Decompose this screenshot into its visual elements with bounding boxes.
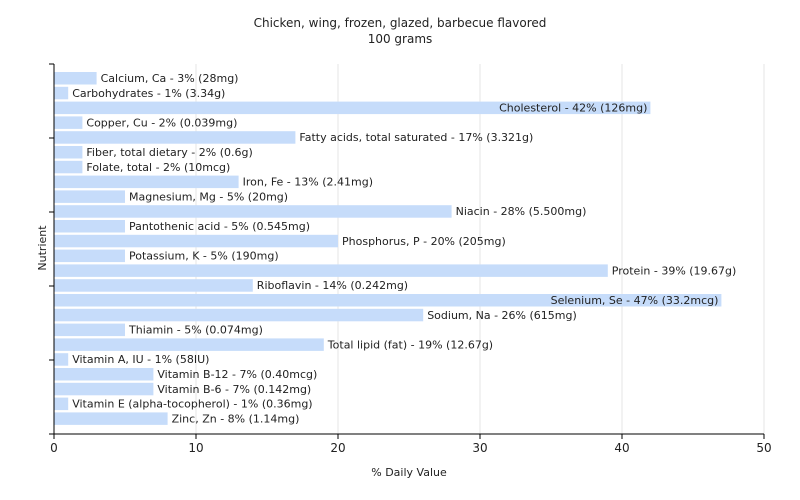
bar (54, 338, 324, 351)
bar-label: Pantothenic acid - 5% (0.545mg) (129, 220, 310, 233)
bar-label: Riboflavin - 14% (0.242mg) (257, 279, 408, 292)
bar-label: Vitamin E (alpha-tocopherol) - 1% (0.36m… (72, 398, 312, 411)
bar-label: Vitamin B-6 - 7% (0.142mg) (157, 383, 311, 396)
bar (54, 160, 83, 174)
grid-lines (195, 64, 765, 434)
bar (54, 353, 69, 366)
bar (54, 72, 97, 85)
bar (54, 308, 424, 322)
bar (54, 368, 154, 381)
x-tick-label: 30 (472, 441, 487, 455)
bar-label: Total lipid (fat) - 19% (12.67g) (327, 338, 493, 351)
bar-label: Niacin - 28% (5.500mg) (456, 205, 587, 218)
bar (54, 101, 651, 115)
bar (54, 234, 338, 248)
x-tick-label: 20 (330, 441, 345, 455)
bar-label: Folate, total - 2% (10mcg) (86, 161, 230, 174)
bar-label: Fiber, total dietary - 2% (0.6g) (86, 146, 252, 159)
bar-label: Cholesterol - 42% (126mg) (499, 102, 647, 115)
bar (54, 146, 83, 159)
bar (54, 190, 125, 203)
bar-label: Fatty acids, total saturated - 17% (3.32… (299, 131, 533, 144)
bar-label: Magnesium, Mg - 5% (20mg) (129, 190, 288, 203)
bar-label: Thiamin - 5% (0.074mg) (128, 324, 263, 337)
bar-label: Iron, Fe - 13% (2.41mg) (243, 176, 373, 189)
bar (54, 382, 154, 396)
bar (54, 175, 239, 189)
x-tick-label: 0 (50, 441, 58, 455)
bar-label: Calcium, Ca - 3% (28mg) (101, 72, 239, 85)
bar (54, 205, 452, 218)
bar (54, 86, 69, 100)
axes: 0 10 20 30 40 50 (49, 63, 772, 455)
bar-label: Zinc, Zn - 8% (1.14mg) (172, 412, 300, 425)
chart-subtitle: 100 grams (367, 32, 433, 46)
bar-label: Copper, Cu - 2% (0.039mg) (86, 116, 237, 129)
bar (54, 220, 125, 233)
bar (54, 412, 168, 425)
bar (54, 131, 296, 144)
bar (54, 294, 722, 307)
bar-label: Sodium, Na - 26% (615mg) (427, 309, 577, 322)
chart-title: Chicken, wing, frozen, glazed, barbecue … (253, 16, 547, 30)
bar (54, 249, 125, 263)
y-axis-label: Nutrient (36, 225, 49, 271)
bar-label: Phosphorus, P - 20% (205mg) (342, 235, 506, 248)
bar-label: Carbohydrates - 1% (3.34g) (72, 87, 225, 100)
x-tick-label: 40 (614, 441, 629, 455)
bar (54, 279, 253, 292)
x-tick-label: 10 (188, 441, 203, 455)
bar (54, 323, 125, 337)
x-axis-label: % Daily Value (371, 466, 447, 479)
bars: Calcium, Ca - 3% (28mg) Carbohydrates - 1… (54, 72, 736, 425)
bar (54, 397, 69, 411)
bar (54, 264, 608, 277)
bar-label: Protein - 39% (19.67g) (612, 264, 737, 277)
x-tick-label: 50 (756, 441, 771, 455)
chart-title-block: Chicken, wing, frozen, glazed, barbecue … (0, 15, 800, 47)
bar-label: Potassium, K - 5% (190mg) (129, 250, 279, 263)
bar-label: Selenium, Se - 47% (33.2mcg) (551, 294, 719, 307)
bar-label: Vitamin A, IU - 1% (58IU) (72, 353, 209, 366)
bar-label: Vitamin B-12 - 7% (0.40mcg) (157, 368, 317, 381)
bar (54, 116, 83, 129)
